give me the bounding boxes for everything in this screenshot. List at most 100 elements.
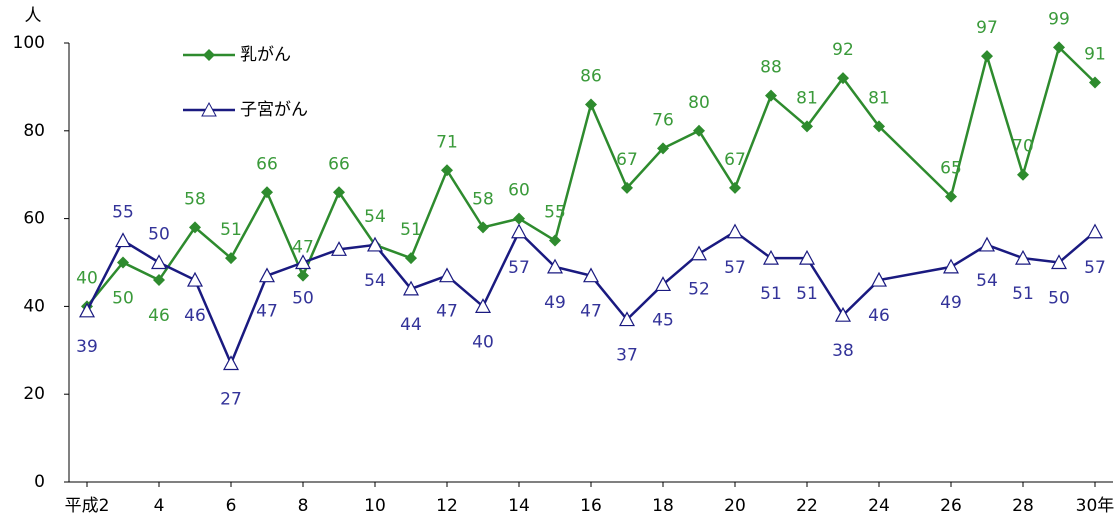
data-label: 46 (184, 306, 206, 326)
data-label: 50 (148, 225, 170, 245)
data-label: 54 (976, 271, 998, 291)
data-label: 50 (1048, 289, 1070, 309)
x-tick-label: 28 (1012, 496, 1034, 516)
y-tick-label: 20 (23, 384, 45, 404)
point (117, 256, 129, 269)
point (189, 221, 201, 234)
data-label: 40 (472, 332, 494, 352)
point (693, 124, 705, 137)
data-label: 55 (544, 203, 566, 223)
x-tick-label: 6 (226, 496, 237, 516)
data-label: 57 (1084, 258, 1106, 278)
point (153, 274, 165, 287)
data-label: 81 (868, 88, 890, 108)
point (186, 271, 204, 287)
point (366, 236, 384, 252)
data-label: 65 (940, 159, 962, 179)
point (297, 269, 309, 282)
data-label: 67 (616, 150, 638, 170)
data-label: 51 (1012, 284, 1034, 304)
data-label: 47 (436, 302, 458, 322)
data-label: 57 (508, 258, 530, 278)
data-label: 50 (292, 289, 314, 309)
data-label: 76 (652, 110, 674, 130)
point (438, 267, 456, 283)
point (150, 254, 168, 270)
point (873, 120, 885, 133)
point (222, 355, 240, 371)
data-label: 50 (112, 289, 134, 309)
x-tick-label: 30年 (1076, 496, 1115, 516)
point (333, 186, 345, 199)
point (618, 311, 636, 327)
y-tick-label: 0 (34, 472, 45, 492)
data-label: 49 (940, 293, 962, 313)
data-label: 37 (616, 346, 638, 366)
data-label: 44 (400, 315, 422, 335)
point (261, 186, 273, 199)
data-label: 49 (544, 293, 566, 313)
point (801, 120, 813, 133)
data-label: 39 (76, 337, 98, 357)
data-label: 46 (148, 306, 170, 326)
point (765, 89, 777, 102)
x-tick-label: 18 (652, 496, 674, 516)
data-label: 51 (220, 220, 242, 240)
y-tick-label: 100 (13, 33, 45, 53)
point (981, 50, 993, 63)
x-tick-label: 24 (868, 496, 890, 516)
legend-marker (201, 101, 217, 117)
point (582, 267, 600, 283)
point (729, 181, 741, 194)
y-axis-label: 人 (25, 6, 42, 26)
point (762, 249, 780, 265)
data-label: 27 (220, 389, 242, 409)
series-line (86, 45, 1096, 308)
data-label: 58 (472, 189, 494, 209)
point (1053, 41, 1065, 54)
data-label: 70 (1012, 137, 1034, 157)
point (330, 241, 348, 256)
point (1014, 249, 1032, 265)
data-label: 47 (256, 302, 278, 322)
data-label: 46 (868, 306, 890, 326)
data-label: 99 (1048, 9, 1070, 29)
data-label: 38 (832, 341, 854, 361)
data-label: 57 (724, 258, 746, 278)
data-label: 58 (184, 189, 206, 209)
point (441, 164, 453, 177)
point (798, 249, 816, 265)
x-tick-label: 12 (436, 496, 458, 516)
data-label: 55 (112, 203, 134, 223)
y-tick-label: 40 (23, 296, 45, 316)
series-line (85, 229, 1096, 367)
point (942, 258, 960, 274)
point (657, 142, 669, 155)
point (114, 232, 132, 248)
data-label: 54 (364, 207, 386, 227)
x-tick-label: 20 (724, 496, 746, 516)
point (405, 252, 417, 265)
point (585, 98, 597, 111)
x-tick-label: 16 (580, 496, 602, 516)
data-label: 40 (76, 268, 98, 288)
point (1050, 254, 1068, 270)
point (837, 72, 849, 85)
data-label: 67 (724, 150, 746, 170)
point (1086, 223, 1104, 239)
data-label: 52 (688, 280, 710, 300)
data-label: 54 (364, 271, 386, 291)
data-label: 60 (508, 181, 530, 201)
x-tick-label: 22 (796, 496, 818, 516)
point (258, 267, 276, 283)
point (621, 181, 633, 194)
point (78, 302, 96, 318)
point (834, 306, 852, 322)
x-tick-label: 平成2 (65, 496, 110, 516)
data-label: 66 (256, 154, 278, 174)
data-label: 66 (328, 154, 350, 174)
x-tick-label: 14 (508, 496, 530, 516)
data-label: 81 (796, 88, 818, 108)
point (690, 245, 708, 261)
data-label: 47 (292, 238, 314, 258)
